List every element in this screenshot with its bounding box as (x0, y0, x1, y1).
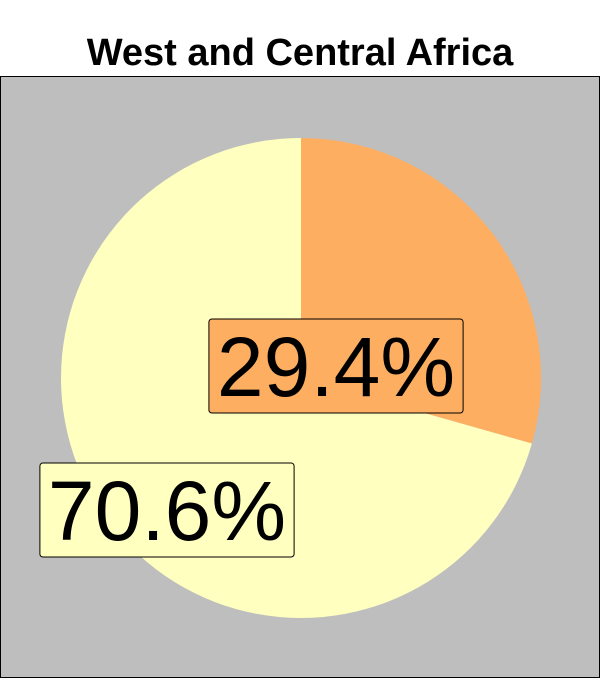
pie-labels: 29.4% 70.6% (39, 318, 464, 558)
slice-label: 29.4% (208, 318, 464, 414)
slice-label-text: 70.6% (48, 464, 286, 558)
slice-label-text: 29.4% (217, 320, 455, 414)
slice-label-box (208, 318, 464, 414)
slice-label: 70.6% (39, 462, 295, 558)
pie-chart: 29.4% 70.6% (39, 138, 542, 619)
slice-label-box (39, 462, 295, 558)
chart-panel: 29.4% 70.6% (0, 76, 600, 678)
chart-title: West and Central Africa (86, 32, 514, 74)
